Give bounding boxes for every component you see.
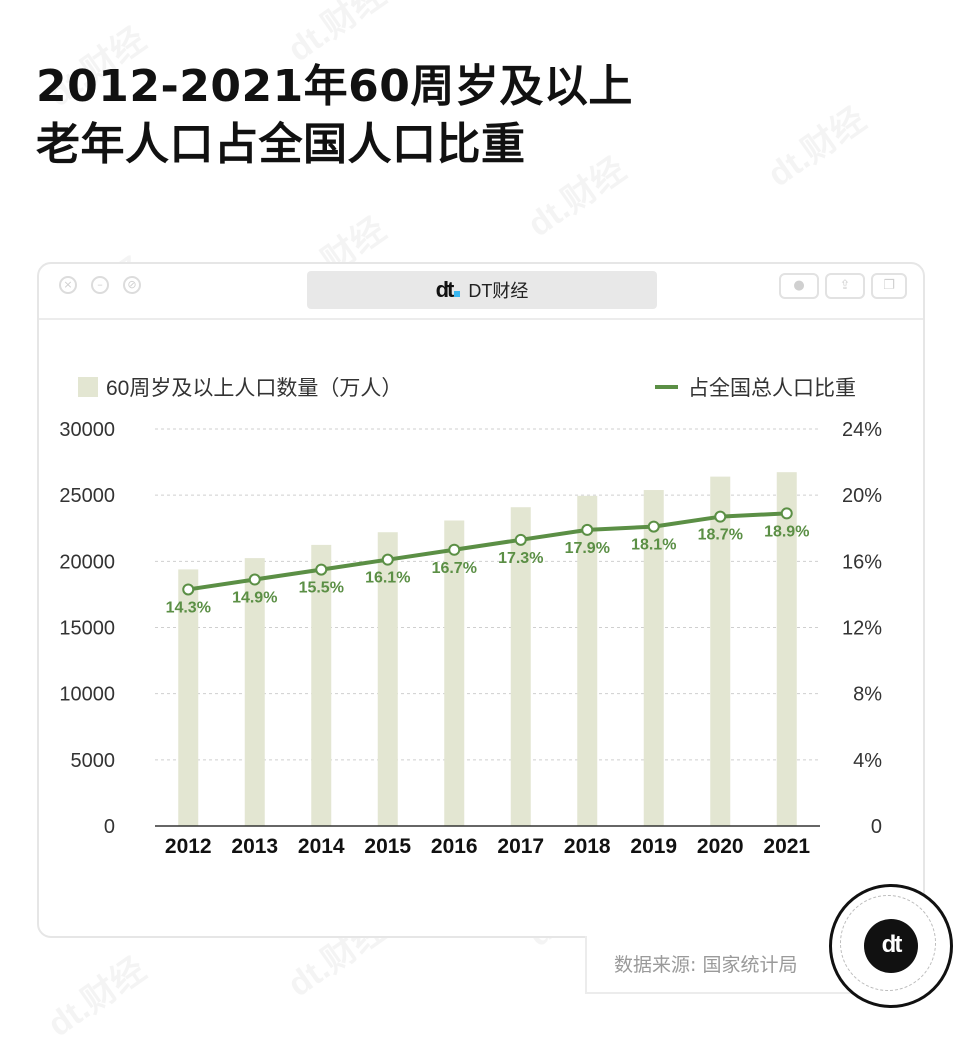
y-right-tick-label: 8% (853, 684, 882, 706)
x-tick-label: 2020 (697, 835, 744, 858)
line-point (514, 533, 527, 546)
line-point (581, 523, 594, 536)
bar (178, 569, 199, 826)
y-right-tick-label: 24% (842, 419, 882, 441)
y-left-tick-label: 10000 (59, 684, 115, 706)
source-box (585, 936, 877, 994)
y-left-tick-label: 0 (104, 816, 115, 838)
data-label: 18.9% (764, 523, 809, 540)
line-point (248, 573, 261, 586)
x-tick-label: 2015 (364, 835, 411, 858)
x-tick-label: 2017 (497, 835, 544, 858)
title-line-2: 老年人口占全国人口比重 (36, 119, 526, 170)
y-right-tick-label: 16% (842, 551, 882, 573)
data-label: 17.3% (498, 550, 543, 567)
bars (178, 472, 797, 826)
bar (244, 558, 265, 826)
grid (155, 428, 820, 761)
bar (311, 544, 332, 826)
data-label: 17.9% (565, 540, 610, 557)
y-right-tick-label: 20% (842, 485, 882, 507)
y-left-tick-label: 15000 (59, 618, 115, 640)
ratio-line: 14.3% 14.9% 15.5% 16.1% 16.7% 17.3% 17.9% 18.1%… (166, 507, 809, 616)
bar (776, 472, 797, 826)
line-point (714, 510, 727, 523)
y-right-tick-label: 12% (842, 618, 882, 640)
minimize-icon[interactable]: – (91, 276, 109, 294)
legend: 60周岁及以上人口数量（万人） 占全国总人口比重 (78, 377, 856, 400)
x-tick-label: 2021 (763, 835, 810, 858)
data-label: 16.1% (365, 570, 410, 587)
line-point (381, 553, 394, 566)
data-label: 16.7% (432, 560, 477, 577)
x-tick-label: 2013 (231, 835, 278, 858)
legend-line-label: 占全国总人口比重 (688, 377, 856, 400)
data-label: 15.5% (299, 580, 344, 597)
x-tick-label: 2018 (564, 835, 611, 858)
bar (377, 532, 398, 826)
title-line-1: 2012-2021年60周岁及以上 (36, 61, 633, 112)
legend-bar-label: 60周岁及以上人口数量（万人） (106, 377, 402, 400)
y-left-tick-label: 25000 (59, 485, 115, 507)
line-point (182, 583, 195, 596)
data-label: 18.1% (631, 537, 676, 554)
y-right-tick-label: 4% (853, 750, 882, 772)
bar (444, 520, 465, 826)
dt-badge-icon: dt (864, 919, 918, 973)
x-tick-label: 2016 (431, 835, 478, 858)
share-icon[interactable]: ⇪ (825, 273, 865, 299)
record-icon[interactable]: ● (779, 273, 819, 299)
page-title: 2012-2021年60周岁及以上 老年人口占全国人口比重 (36, 58, 633, 174)
y-left-tick-label: 20000 (59, 551, 115, 573)
close-icon[interactable]: × (59, 276, 77, 294)
line-point (780, 507, 793, 520)
axes: 0 0 5000 4% 10000 8% 15000 12% 20000 16% 25000 20% 3… (59, 419, 882, 858)
bar (510, 507, 531, 826)
badge-ring (840, 895, 936, 991)
tab-label: DT财经 (468, 281, 529, 301)
window-tab[interactable]: dt DT财经 (307, 271, 657, 309)
copy-icon[interactable]: ❐ (871, 273, 907, 299)
x-tick-label: 2012 (165, 835, 212, 858)
line-point (315, 563, 328, 576)
dt-badge: dt (829, 884, 953, 1008)
y-left-tick-label: 5000 (71, 750, 116, 772)
window-titlebar: × – ⊘ dt DT财经 ● ⇪ ❐ (39, 264, 923, 320)
dt-logo-icon: dt (436, 277, 461, 303)
data-label: 18.7% (698, 527, 743, 544)
data-label: 14.9% (232, 590, 277, 607)
bar (643, 490, 664, 826)
line-point (647, 520, 660, 533)
ratio-line-path (187, 511, 787, 592)
disabled-icon[interactable]: ⊘ (123, 276, 141, 294)
bar (577, 495, 598, 826)
x-tick-label: 2014 (298, 835, 345, 858)
y-left-tick-label: 30000 (59, 419, 115, 441)
data-label: 14.3% (166, 599, 211, 616)
line-point (448, 543, 461, 556)
x-tick-label: 2019 (630, 835, 677, 858)
data-source: 数据来源: 国家统计局 (614, 954, 798, 976)
y-right-tick-label: 0 (871, 816, 882, 838)
bar (710, 476, 731, 826)
legend-bar-swatch (78, 377, 98, 397)
